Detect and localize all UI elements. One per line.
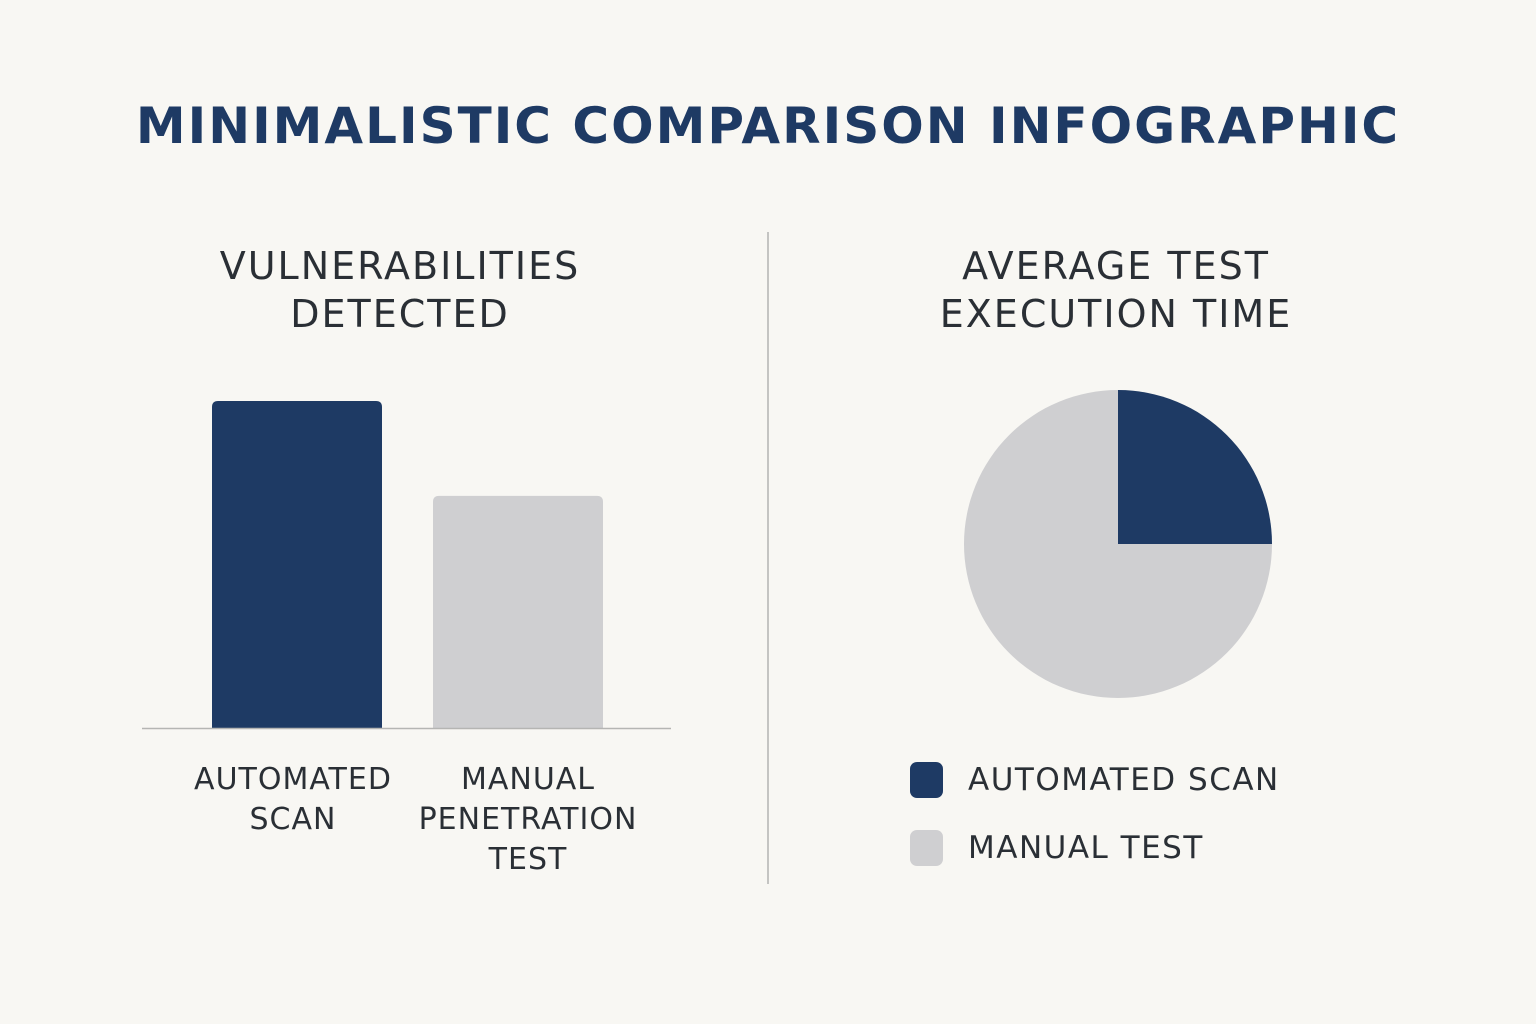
category-label-line: TEST (488, 842, 568, 877)
category-label-line: SCAN (249, 802, 337, 837)
bar-category-label-manual-penetration-test: MANUAL PENETRATION TEST (403, 760, 653, 880)
pie-slice-manual-test (964, 390, 1272, 698)
legend-label-manual-test: MANUAL TEST (968, 830, 1204, 866)
bar-chart (142, 401, 671, 730)
bar-category-label-automated-scan: AUTOMATED SCAN (183, 760, 403, 840)
bar-chart-title: VULNERABILITIES DETECTED (150, 242, 650, 338)
section-divider (767, 232, 769, 884)
pie-chart (964, 390, 1272, 698)
pie-chart-title: AVERAGE TEST EXECUTION TIME (866, 242, 1366, 338)
page-title: MINIMALISTIC COMPARISON INFOGRAPHIC (135, 97, 1401, 155)
pie-chart-title-line: AVERAGE TEST (962, 244, 1270, 288)
bar-chart-title-line: VULNERABILITIES (219, 244, 581, 288)
legend-label-automated-scan: AUTOMATED SCAN (968, 762, 1280, 798)
bar-chart-title-line: DETECTED (290, 292, 510, 336)
legend-swatch-manual (910, 830, 943, 866)
category-label-line: PENETRATION (418, 802, 638, 837)
bar-automated-scan (212, 401, 382, 728)
pie-slice-automated-scan (1118, 390, 1272, 544)
legend-swatch-automated (910, 762, 943, 798)
pie-chart-title-line: EXECUTION TIME (939, 292, 1293, 336)
bar-manual-penetration-test (433, 495, 603, 728)
category-label-line: AUTOMATED (194, 762, 392, 797)
category-label-line: MANUAL (460, 762, 596, 797)
